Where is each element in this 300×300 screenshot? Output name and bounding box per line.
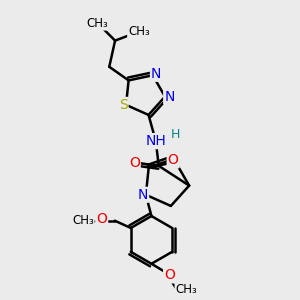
Text: N: N [151,67,161,81]
Text: N: N [138,188,148,202]
Text: O: O [96,212,107,226]
Text: CH₃: CH₃ [176,284,197,296]
Text: S: S [119,98,128,112]
Text: CH₃: CH₃ [128,26,150,38]
Text: O: O [168,153,178,167]
Text: CH₃: CH₃ [86,16,108,30]
Text: O: O [129,156,140,170]
Text: NH: NH [146,134,166,148]
Text: H: H [171,128,180,141]
Text: CH₃: CH₃ [72,214,94,227]
Text: O: O [164,268,175,282]
Text: N: N [164,90,175,104]
